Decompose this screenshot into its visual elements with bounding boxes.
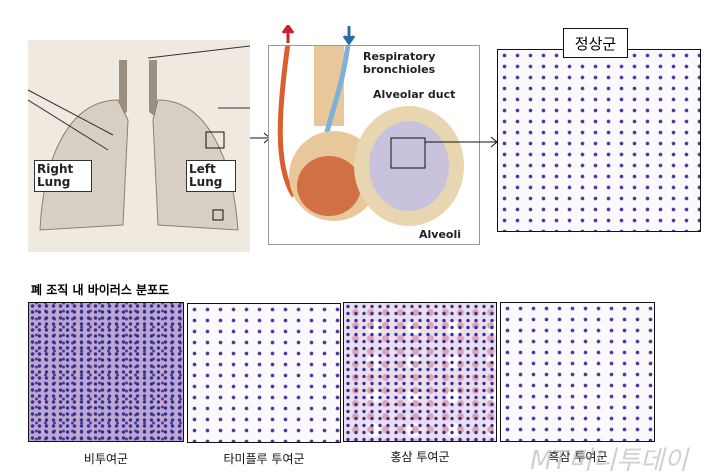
right-lung-label: Right Lung xyxy=(34,160,92,192)
label-alveolar-duct: Alveolar duct xyxy=(373,88,456,101)
left-lung-label: Left Lung xyxy=(186,160,236,192)
caption-red-ginseng: 홍삼 투여군 xyxy=(390,450,450,464)
caption-tamiflu: 타미플루 투여군 xyxy=(223,452,305,466)
label-respiratory-bronchioles: Respiratory bronchioles xyxy=(363,50,436,76)
section-title: 폐 조직 내 바이러스 분포도 xyxy=(31,283,170,297)
normal-group-tissue-image xyxy=(497,49,701,232)
lung-drawing xyxy=(27,45,251,231)
tissue-image-black-ginseng xyxy=(500,302,655,442)
watermark: MT머니투데이 xyxy=(530,446,688,476)
tissue-image-tamiflu xyxy=(187,303,341,443)
alveoli-drawing xyxy=(277,35,464,226)
caption-untreated: 비투여군 xyxy=(83,452,129,466)
label-alveoli: Alveoli xyxy=(419,228,462,241)
tissue-image-untreated xyxy=(28,302,184,442)
caption-black-ginseng: 흑삼 투여군 xyxy=(548,450,608,464)
tissue-image-red-ginseng xyxy=(343,302,497,442)
lung-illustration: Right Lung Left Lung xyxy=(27,40,251,252)
normal-group-label: 정상군 xyxy=(563,28,628,58)
arrow-icon xyxy=(425,136,498,148)
blood-flow-arrows xyxy=(281,25,356,45)
alveoli-illustration: Respiratory bronchioles Alveolar duct Al… xyxy=(268,35,480,245)
